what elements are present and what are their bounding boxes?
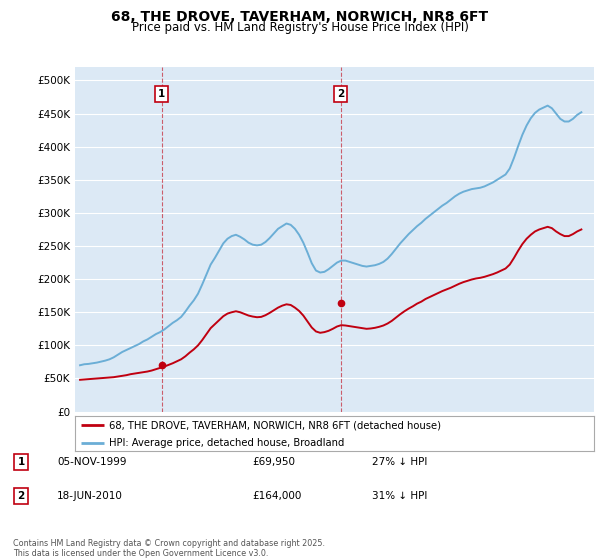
Text: 2: 2 <box>17 491 25 501</box>
Text: 31% ↓ HPI: 31% ↓ HPI <box>372 491 427 501</box>
Text: £69,950: £69,950 <box>252 457 295 467</box>
Text: Price paid vs. HM Land Registry's House Price Index (HPI): Price paid vs. HM Land Registry's House … <box>131 21 469 34</box>
Text: 68, THE DROVE, TAVERHAM, NORWICH, NR8 6FT: 68, THE DROVE, TAVERHAM, NORWICH, NR8 6F… <box>112 10 488 24</box>
Text: 05-NOV-1999: 05-NOV-1999 <box>57 457 127 467</box>
Text: 2: 2 <box>337 88 344 99</box>
Text: Contains HM Land Registry data © Crown copyright and database right 2025.
This d: Contains HM Land Registry data © Crown c… <box>13 539 325 558</box>
Text: 1: 1 <box>17 457 25 467</box>
Text: HPI: Average price, detached house, Broadland: HPI: Average price, detached house, Broa… <box>109 438 344 447</box>
Text: £164,000: £164,000 <box>252 491 301 501</box>
Text: 1: 1 <box>158 88 166 99</box>
Text: 18-JUN-2010: 18-JUN-2010 <box>57 491 123 501</box>
Text: 68, THE DROVE, TAVERHAM, NORWICH, NR8 6FT (detached house): 68, THE DROVE, TAVERHAM, NORWICH, NR8 6F… <box>109 420 441 430</box>
Text: 27% ↓ HPI: 27% ↓ HPI <box>372 457 427 467</box>
